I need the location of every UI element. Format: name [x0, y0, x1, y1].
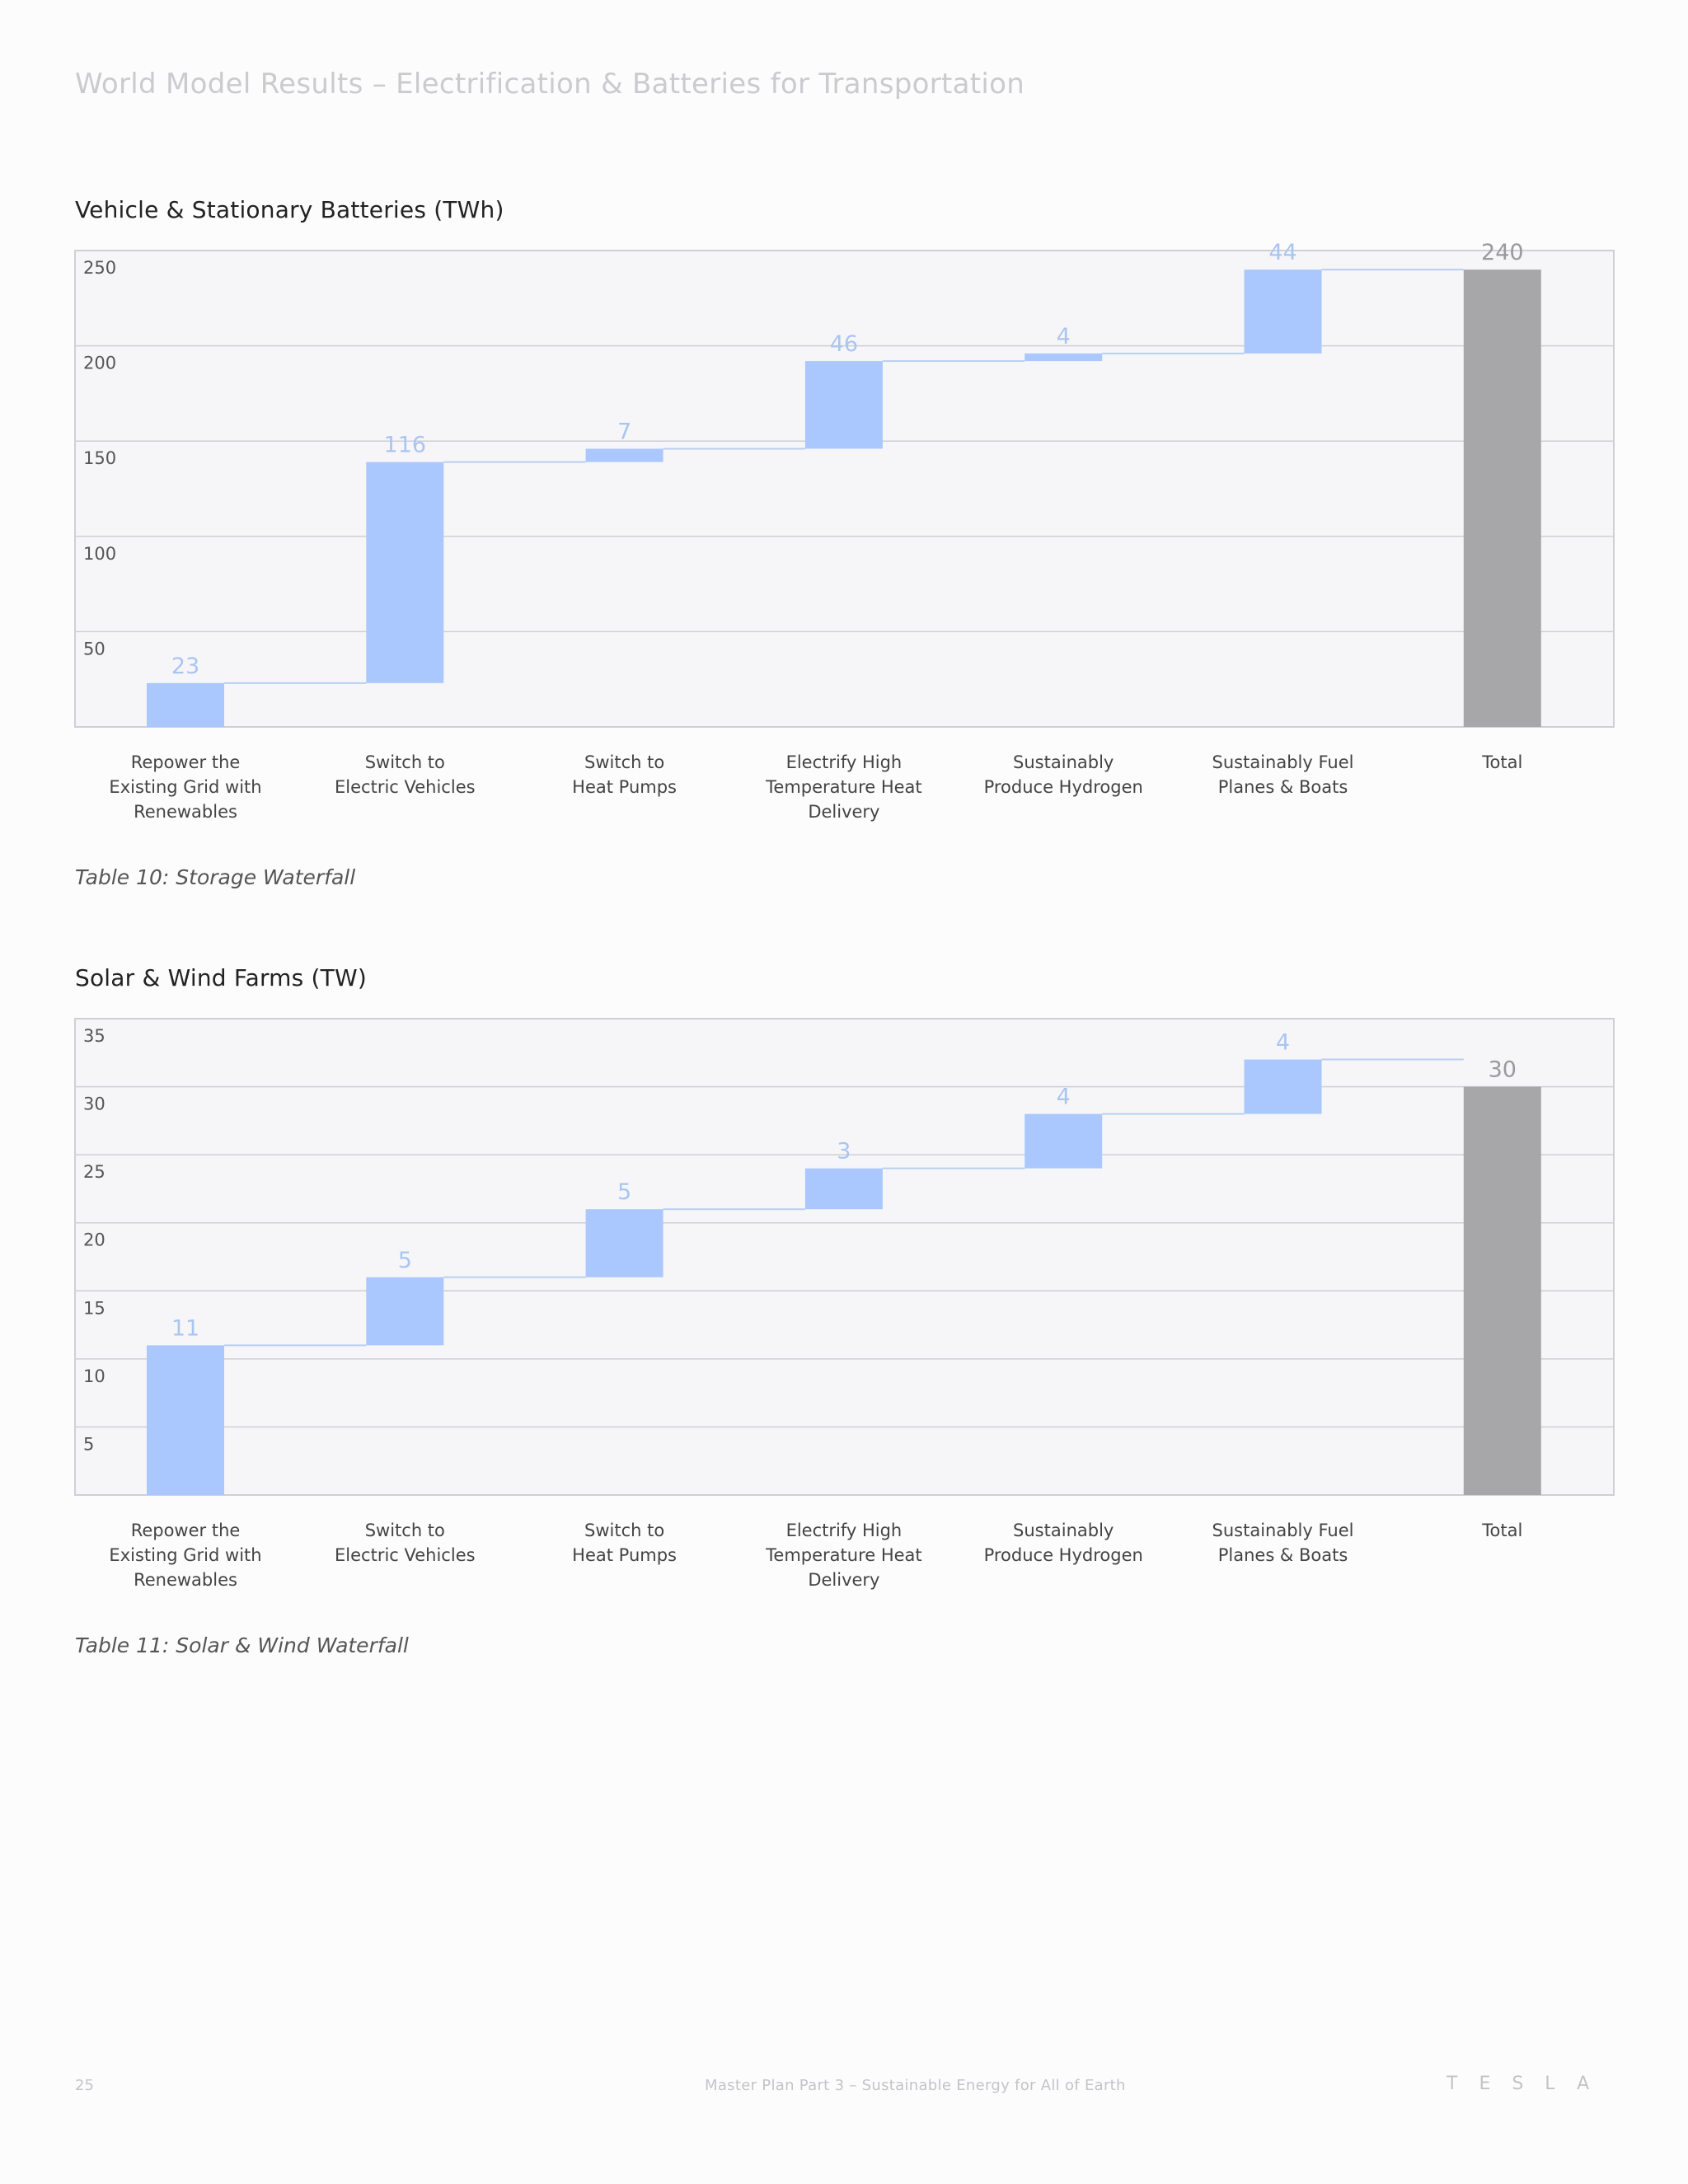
data-label: 4 — [1057, 1085, 1071, 1110]
total-bar — [1463, 269, 1541, 727]
category-label: Repower the Existing Grid with Renewables — [109, 752, 261, 822]
category-label: Sustainably Produce Hydrogen — [984, 1521, 1143, 1565]
category-label: Repower the Existing Grid with Renewables — [109, 1521, 261, 1590]
category-label: Sustainably Produce Hydrogen — [984, 752, 1143, 797]
category-label: Switch to Electric Vehicles — [335, 1521, 476, 1565]
data-label: 5 — [398, 1248, 412, 1273]
category-label: Total — [1481, 752, 1522, 772]
data-label: 46 — [830, 331, 858, 357]
plot-area — [74, 1018, 1615, 1496]
footer-text: Master Plan Part 3 – Sustainable Energy … — [705, 2077, 1126, 2094]
y-tick-label: 50 — [83, 639, 106, 658]
data-label: 11 — [171, 1315, 199, 1341]
total-data-label: 240 — [1481, 240, 1524, 265]
plot-area — [74, 250, 1615, 728]
y-tick-label: 20 — [83, 1230, 106, 1250]
chart-1-caption: Table 10: Storage Waterfall — [75, 865, 356, 889]
category-label: Switch to Electric Vehicles — [335, 752, 476, 797]
data-label: 4 — [1276, 1030, 1290, 1056]
category-label: Electrify High Temperature Heat Delivery — [765, 1521, 922, 1590]
y-tick-label: 30 — [83, 1094, 106, 1114]
data-label: 116 — [384, 433, 427, 458]
data-label: 23 — [171, 654, 199, 679]
chart-1-title: Vehicle & Stationary Batteries (TWh) — [75, 196, 504, 223]
data-label: 3 — [837, 1139, 851, 1165]
data-label: 44 — [1268, 240, 1296, 265]
waterfall-bar — [147, 1345, 224, 1495]
chart-2-title: Solar & Wind Farms (TW) — [75, 964, 367, 991]
y-tick-label: 100 — [83, 544, 116, 564]
waterfall-bar — [366, 1277, 444, 1346]
chart-2-caption: Table 11: Solar & Wind Waterfall — [75, 1633, 409, 1657]
waterfall-bar — [585, 1209, 663, 1277]
waterfall-bar — [804, 361, 883, 449]
data-label: 5 — [617, 1179, 631, 1205]
y-tick-label: 250 — [83, 258, 116, 278]
data-label: 4 — [1057, 324, 1071, 349]
waterfall-bar — [1244, 1059, 1322, 1114]
waterfall-bar — [1025, 353, 1103, 362]
page-title: World Model Results – Electrification & … — [75, 68, 1025, 101]
tesla-logo: TESLA — [1447, 2074, 1611, 2094]
category-label: Switch to Heat Pumps — [572, 1521, 677, 1565]
y-tick-label: 25 — [83, 1162, 106, 1182]
waterfall-bar — [1025, 1113, 1103, 1169]
total-bar — [1463, 1086, 1541, 1495]
y-tick-label: 5 — [83, 1434, 94, 1454]
category-label: Sustainably Fuel Planes & Boats — [1212, 1521, 1354, 1565]
waterfall-bar — [585, 448, 663, 462]
waterfall-bar — [804, 1168, 883, 1210]
y-tick-label: 10 — [83, 1366, 106, 1386]
waterfall-bar — [147, 682, 224, 727]
category-label: Switch to Heat Pumps — [572, 752, 677, 797]
y-tick-label: 200 — [83, 354, 116, 373]
category-label: Electrify High Temperature Heat Delivery — [765, 752, 922, 822]
waterfall-bar — [366, 462, 444, 683]
total-data-label: 30 — [1489, 1057, 1517, 1083]
category-label: Total — [1481, 1521, 1522, 1540]
y-tick-label: 35 — [83, 1026, 106, 1046]
solar-wind-waterfall-chart: 5 10 15 20 25 30 35 11 5 5 3 4 4 30 Repower the Existin… — [74, 1018, 1615, 1590]
waterfall-bar — [1244, 269, 1322, 354]
page-number: 25 — [75, 2077, 94, 2094]
category-label: Sustainably Fuel Planes & Boats — [1212, 752, 1354, 797]
data-label: 7 — [617, 419, 631, 444]
y-tick-label: 15 — [83, 1298, 106, 1318]
y-tick-label: 150 — [83, 448, 116, 468]
